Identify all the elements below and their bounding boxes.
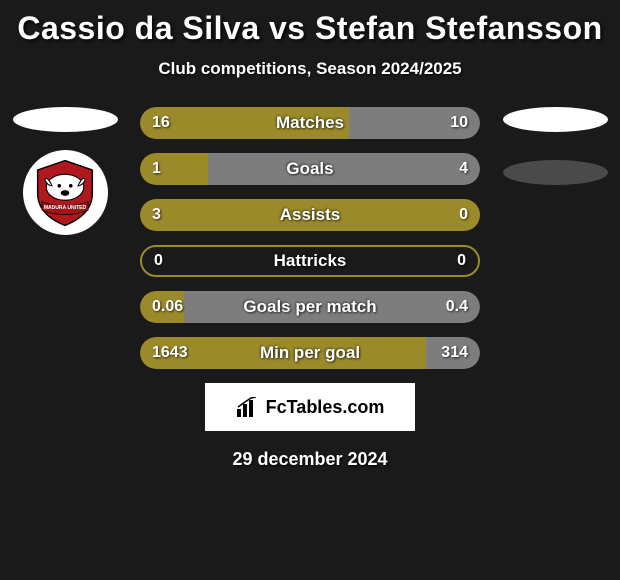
right-club-flag xyxy=(503,160,608,185)
stat-row: 0Hattricks0 xyxy=(140,245,480,277)
fctables-chart-icon xyxy=(236,397,260,417)
stat-row: 1Goals4 xyxy=(140,153,480,185)
page-subtitle: Club competitions, Season 2024/2025 xyxy=(0,59,620,79)
svg-text:MADURA UNITED: MADURA UNITED xyxy=(44,204,87,210)
comparison-container: MADURA UNITED 16Matches10 1Goals4 3Assists… xyxy=(0,107,620,369)
stat-bars-container: 16Matches101Goals43Assists00Hattricks00.… xyxy=(140,107,480,369)
stat-label: Min per goal xyxy=(140,343,480,363)
stat-label: Assists xyxy=(140,205,480,225)
fctables-logo-text: FcTables.com xyxy=(266,397,385,418)
stat-value-right: 314 xyxy=(441,344,468,362)
stat-row: 16Matches10 xyxy=(140,107,480,139)
stat-value-right: 4 xyxy=(459,160,468,178)
page-title: Cassio da Silva vs Stefan Stefansson xyxy=(0,0,620,47)
stat-label: Matches xyxy=(140,113,480,133)
stat-row: 1643Min per goal314 xyxy=(140,337,480,369)
stat-value-right: 0 xyxy=(459,206,468,224)
stat-label: Hattricks xyxy=(142,251,478,271)
stat-value-right: 0.4 xyxy=(446,298,468,316)
right-player-column xyxy=(490,107,620,185)
stat-value-right: 10 xyxy=(450,114,468,132)
left-player-flag xyxy=(13,107,118,132)
left-player-column: MADURA UNITED xyxy=(0,107,130,235)
club-badge-svg: MADURA UNITED xyxy=(29,157,101,229)
stat-row: 3Assists0 xyxy=(140,199,480,231)
stat-row: 0.06Goals per match0.4 xyxy=(140,291,480,323)
snapshot-date: 29 december 2024 xyxy=(0,449,620,470)
left-club-badge: MADURA UNITED xyxy=(23,150,108,235)
stat-label: Goals per match xyxy=(140,297,480,317)
stat-value-right: 0 xyxy=(457,252,466,270)
right-player-flag xyxy=(503,107,608,132)
stat-label: Goals xyxy=(140,159,480,179)
fctables-logo: FcTables.com xyxy=(205,383,415,431)
